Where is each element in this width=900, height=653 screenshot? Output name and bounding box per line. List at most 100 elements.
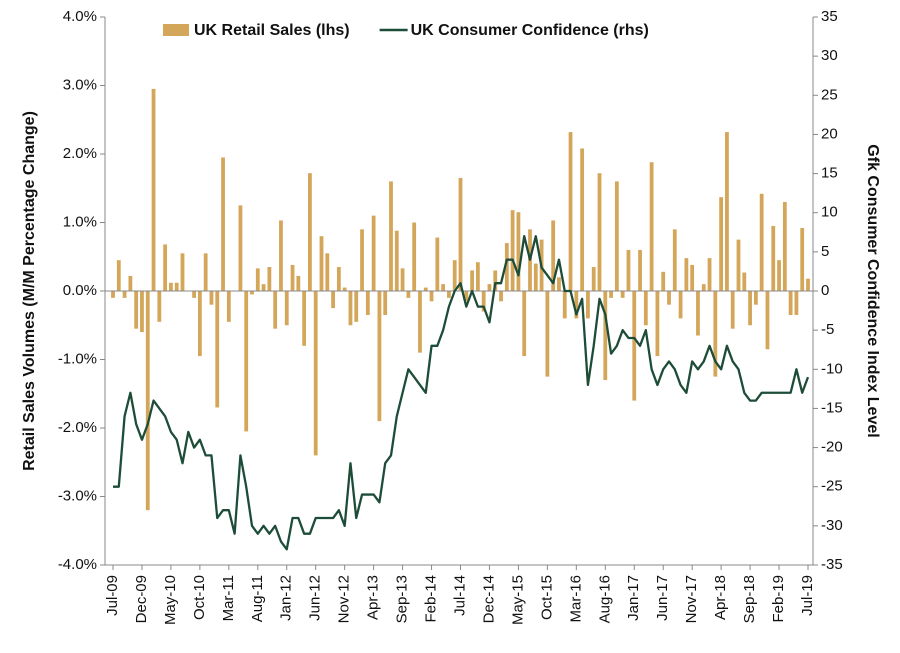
bar bbox=[678, 291, 683, 319]
y2-tick-label: 0 bbox=[821, 282, 829, 299]
y-tick-label: 4.0% bbox=[63, 8, 97, 25]
bar bbox=[470, 270, 474, 291]
bar bbox=[151, 88, 156, 291]
y2-axis-title: Gfk Consumer Confidence Index Level bbox=[864, 144, 881, 437]
bar bbox=[713, 291, 718, 377]
bar bbox=[134, 291, 139, 329]
bar bbox=[360, 229, 364, 291]
bar bbox=[475, 262, 480, 291]
x-tick-label: May-10 bbox=[162, 575, 179, 625]
x-tick-label: Jul-09 bbox=[104, 575, 121, 616]
bar bbox=[800, 227, 805, 291]
bar bbox=[111, 291, 115, 298]
legend-label: UK Retail Sales (lhs) bbox=[194, 22, 350, 39]
bar bbox=[423, 287, 428, 291]
bar bbox=[586, 291, 590, 319]
bar bbox=[394, 230, 399, 291]
bar bbox=[632, 291, 637, 401]
y2-tick-label: -30 bbox=[821, 517, 843, 534]
bar bbox=[591, 267, 596, 291]
bar bbox=[522, 291, 527, 357]
bar bbox=[620, 291, 625, 298]
y2-tick-label: 35 bbox=[821, 8, 838, 25]
x-tick-label: Apr-13 bbox=[365, 575, 382, 620]
y2-tick-label: -10 bbox=[821, 360, 843, 377]
bar bbox=[753, 291, 758, 305]
y-tick-label: 2.0% bbox=[63, 145, 97, 162]
bar bbox=[672, 229, 677, 291]
bar bbox=[748, 291, 752, 326]
bar bbox=[308, 173, 312, 291]
bar bbox=[516, 212, 521, 291]
bar bbox=[464, 291, 469, 302]
bar bbox=[504, 243, 509, 291]
bar bbox=[365, 291, 370, 315]
x-tick-label: Dec-09 bbox=[133, 575, 150, 623]
bar bbox=[487, 284, 492, 291]
bar bbox=[128, 275, 133, 291]
bar bbox=[603, 291, 608, 381]
x-tick-label: Sep-13 bbox=[394, 575, 411, 623]
bar bbox=[215, 291, 220, 408]
y-tick-label: 1.0% bbox=[63, 213, 97, 230]
bar bbox=[794, 291, 799, 315]
bar bbox=[342, 287, 347, 291]
bar bbox=[169, 282, 173, 291]
bar bbox=[545, 291, 550, 377]
x-tick-label: May-15 bbox=[509, 575, 526, 625]
bar bbox=[510, 210, 515, 291]
bar bbox=[140, 291, 144, 333]
y2-tick-label: 20 bbox=[821, 125, 838, 142]
bar bbox=[684, 258, 689, 291]
bar bbox=[336, 267, 341, 291]
bar bbox=[719, 197, 724, 291]
y2-tick-label: -5 bbox=[821, 321, 834, 338]
bar bbox=[667, 291, 671, 305]
x-tick-label: Mar-11 bbox=[220, 575, 237, 621]
bar bbox=[441, 284, 446, 291]
bar bbox=[354, 291, 359, 322]
y2-tick-label: 15 bbox=[821, 165, 838, 182]
bar bbox=[557, 277, 561, 291]
bar bbox=[643, 291, 648, 326]
x-tick-label: Aug-11 bbox=[249, 575, 266, 622]
x-tick-label: Nov-12 bbox=[336, 575, 353, 623]
bar bbox=[174, 282, 179, 291]
bar bbox=[452, 260, 457, 291]
bar bbox=[533, 263, 538, 291]
bar bbox=[197, 291, 202, 357]
x-tick-label: Oct-15 bbox=[538, 575, 555, 620]
y-axis-title: Retail Sales Volumes (M/M Percentage Cha… bbox=[21, 111, 38, 471]
bar bbox=[765, 291, 770, 350]
bar bbox=[116, 260, 121, 291]
bar bbox=[788, 291, 793, 315]
bar bbox=[261, 284, 266, 291]
bar bbox=[406, 291, 411, 298]
x-tick-label: Jul-19 bbox=[799, 575, 816, 616]
y-tick-label: -4.0% bbox=[58, 556, 97, 573]
bar bbox=[782, 201, 787, 291]
y2-tick-label: 10 bbox=[821, 204, 838, 221]
y-tick-label: -3.0% bbox=[58, 487, 97, 504]
bar bbox=[499, 291, 503, 302]
y2-tick-label: 30 bbox=[821, 47, 838, 64]
bar bbox=[701, 284, 706, 291]
bar bbox=[597, 173, 602, 291]
bar bbox=[348, 291, 353, 326]
bar bbox=[296, 275, 301, 291]
bar bbox=[319, 236, 324, 291]
y-tick-label: -2.0% bbox=[58, 419, 97, 436]
x-tick-label: Feb-14 bbox=[423, 575, 440, 623]
x-tick-label: Jul-14 bbox=[451, 575, 468, 616]
x-tick-label: Sep-18 bbox=[741, 575, 758, 623]
bar bbox=[302, 291, 307, 346]
bar bbox=[806, 278, 810, 291]
bar bbox=[580, 148, 585, 291]
bar bbox=[400, 268, 405, 291]
x-tick-label: Feb-19 bbox=[770, 575, 787, 623]
bar bbox=[447, 291, 451, 298]
x-tick-label: Jan-12 bbox=[278, 575, 295, 621]
bar bbox=[250, 291, 254, 295]
